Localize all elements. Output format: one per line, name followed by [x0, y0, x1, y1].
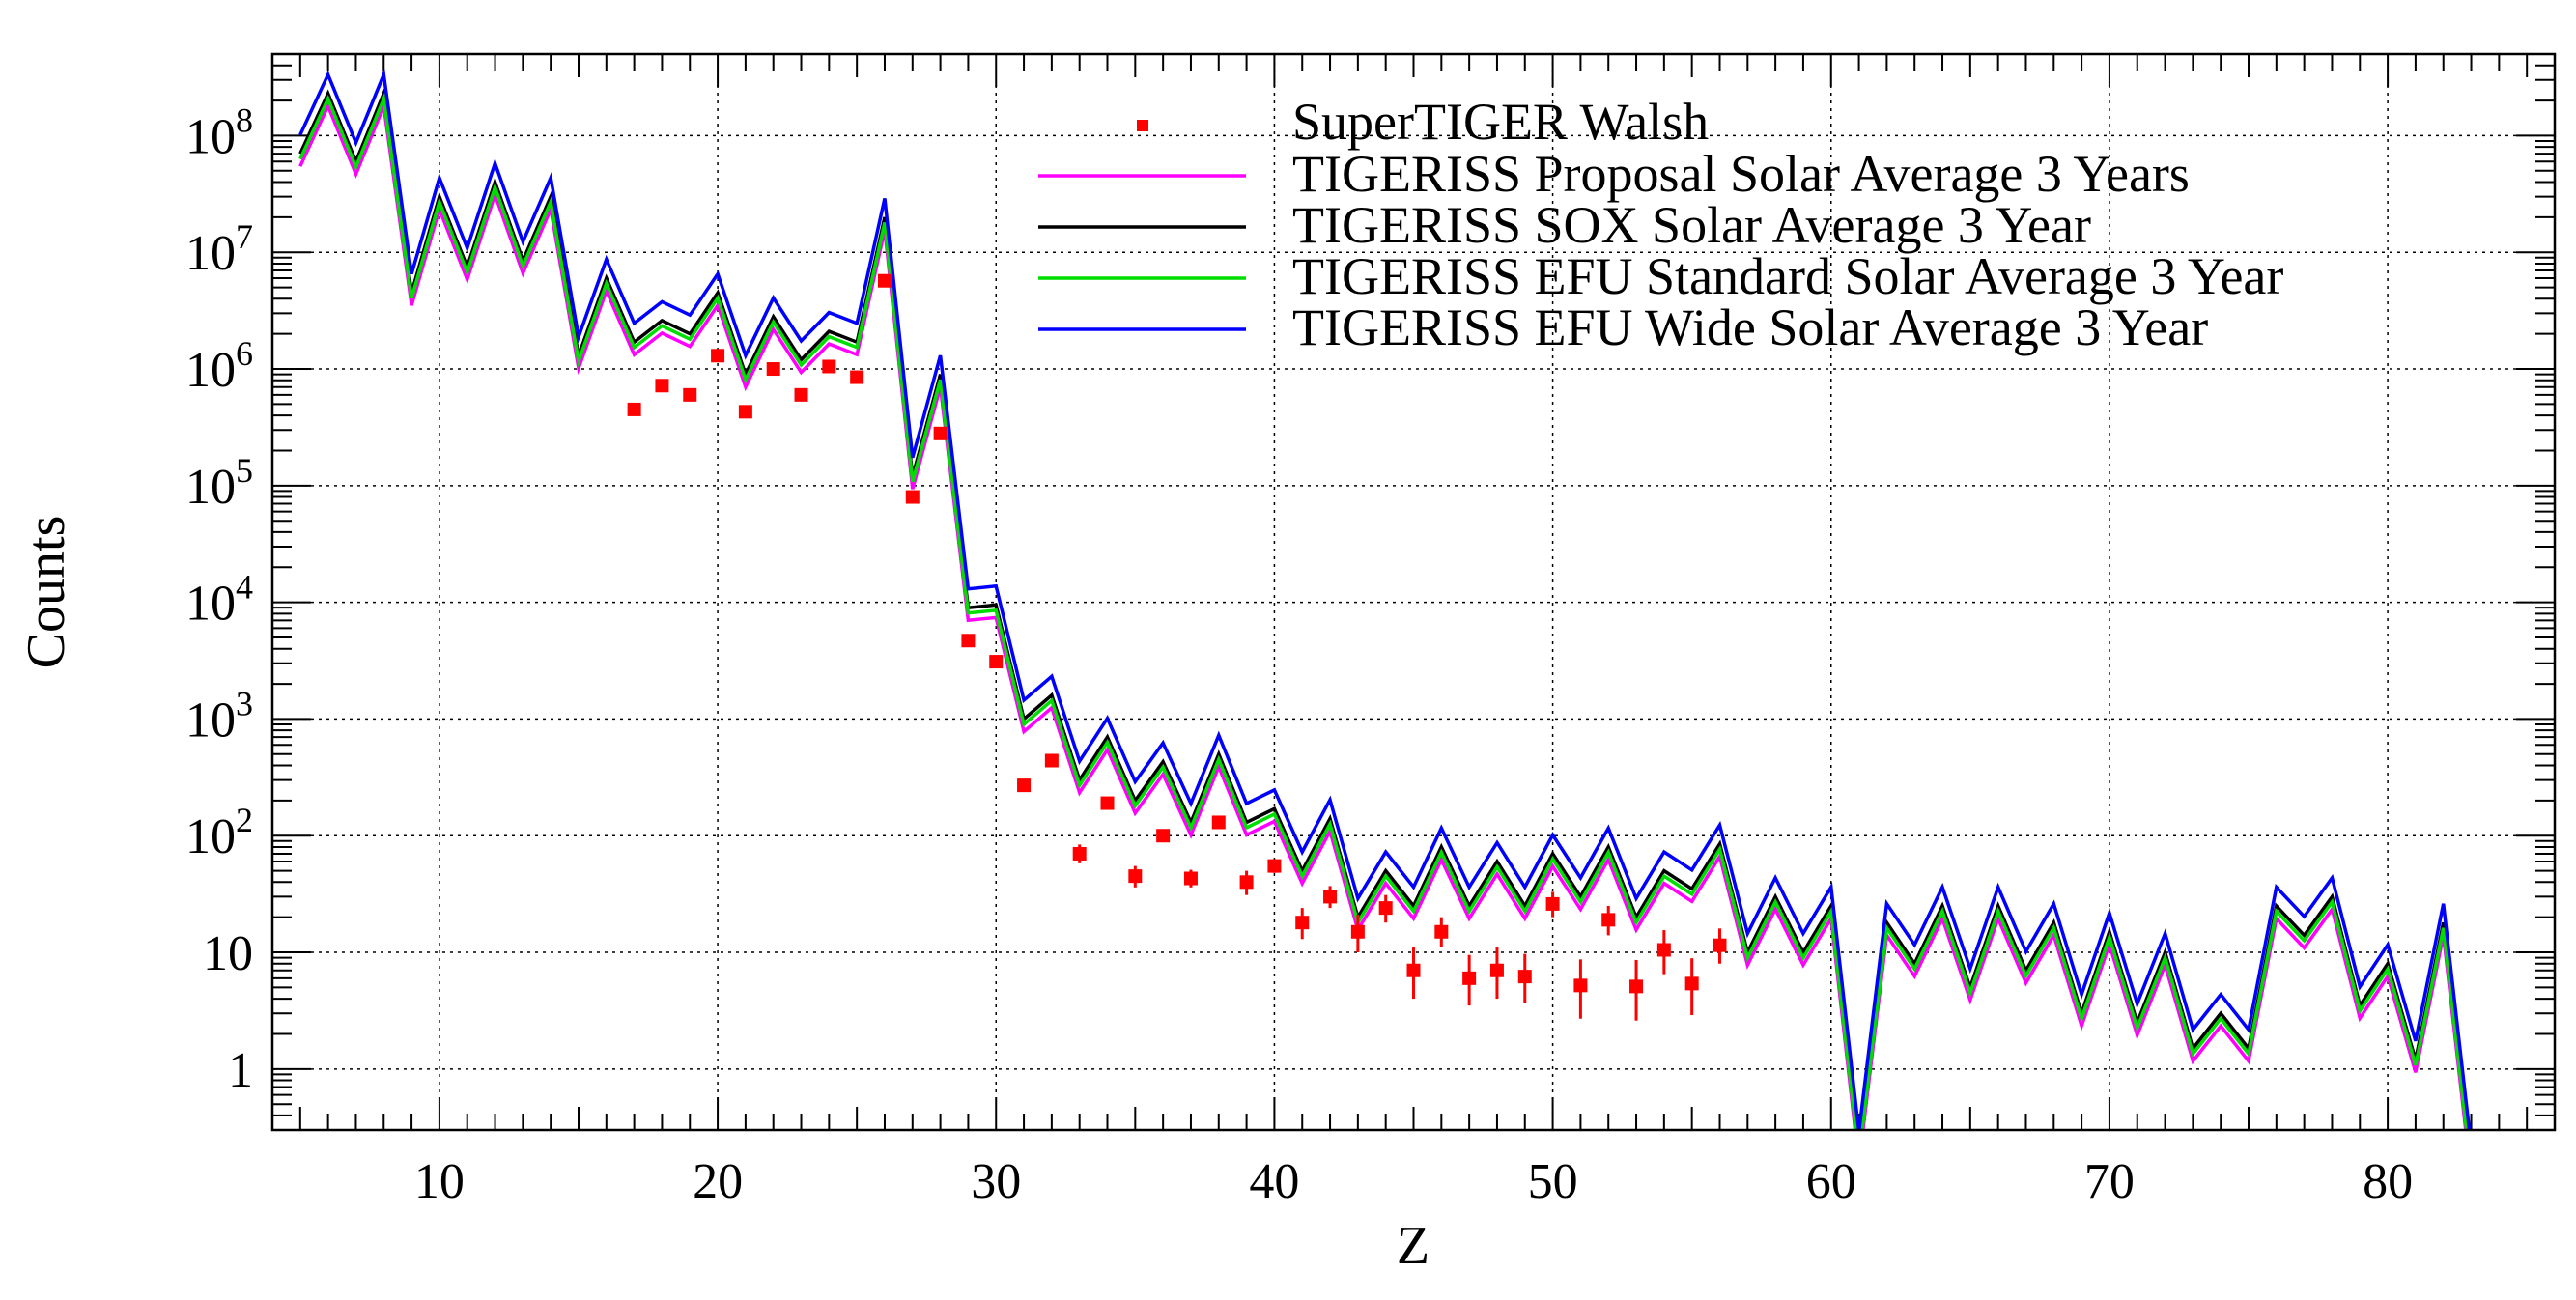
- supertiger-point: [877, 273, 892, 288]
- legend-label-supertiger: SuperTIGER Walsh: [1292, 93, 1709, 151]
- supertiger-point: [1295, 916, 1310, 930]
- supertiger-point: [1713, 938, 1727, 952]
- supertiger-point: [1267, 859, 1282, 873]
- x-tick-label: 10: [414, 1154, 465, 1209]
- y-tick-labels: 1 10 102 103 104 105 106 107 108: [185, 100, 253, 1097]
- supertiger-point: [1406, 963, 1421, 977]
- supertiger-point: [1434, 924, 1449, 939]
- x-tick-label: 20: [693, 1154, 743, 1209]
- supertiger-point: [1489, 963, 1504, 977]
- legend-label-efu-wide: TIGERISS EFU Wide Solar Average 3 Year: [1292, 298, 2208, 356]
- x-tick-label: 50: [1528, 1154, 1578, 1209]
- supertiger-point: [711, 349, 725, 363]
- supertiger-point: [1183, 871, 1198, 886]
- supertiger-point: [1211, 815, 1226, 830]
- series-line-sox: [298, 87, 2470, 1130]
- y-tick-label: 10: [203, 926, 253, 981]
- supertiger-point: [905, 490, 920, 504]
- supertiger-point: [683, 387, 697, 402]
- supertiger-point: [1378, 901, 1393, 916]
- supertiger-point: [1072, 846, 1087, 861]
- series-line-efu-standard: [298, 92, 2469, 1130]
- legend-label-sox: TIGERISS SOX Solar Average 3 Year: [1292, 196, 2091, 254]
- x-tick-labels: 10 20 30 40 50 60 70 80: [414, 1154, 2413, 1209]
- series-lines: [298, 68, 2472, 1130]
- y-tick-label: 107: [185, 217, 253, 281]
- supertiger-point: [794, 387, 808, 402]
- supertiger-point: [1156, 829, 1171, 843]
- supertiger-point: [1044, 753, 1059, 768]
- y-tick-label: 102: [185, 801, 253, 864]
- plot-frame: [270, 52, 2557, 1132]
- series-line-efu-wide: [298, 68, 2472, 1130]
- supertiger-point: [655, 379, 669, 393]
- x-axis-title: Z: [1397, 1216, 1430, 1276]
- supertiger-points: [627, 273, 1727, 1021]
- supertiger-point: [766, 362, 780, 377]
- supertiger-point: [1545, 896, 1560, 911]
- x-tick-label: 30: [971, 1154, 1021, 1209]
- x-tick-label: 40: [1249, 1154, 1299, 1209]
- supertiger-point: [627, 402, 641, 416]
- supertiger-point: [1462, 971, 1477, 985]
- supertiger-point: [1350, 924, 1365, 939]
- axis-ticks: [271, 53, 2556, 1131]
- series-line-proposal: [298, 99, 2468, 1130]
- supertiger-point: [933, 426, 948, 440]
- y-tick-label: 104: [185, 568, 253, 632]
- legend-marker-supertiger: [1137, 120, 1148, 131]
- x-tick-label: 70: [2084, 1154, 2135, 1209]
- y-tick-label: 103: [185, 684, 253, 748]
- supertiger-point: [738, 405, 752, 419]
- supertiger-point: [1517, 970, 1532, 984]
- supertiger-point: [961, 634, 976, 648]
- supertiger-point: [1323, 890, 1338, 904]
- y-tick-label: 105: [185, 451, 253, 515]
- legend-label-efu-standard: TIGERISS EFU Standard Solar Average 3 Ye…: [1292, 247, 2283, 305]
- supertiger-point: [1629, 979, 1644, 994]
- y-tick-label: 1: [228, 1043, 253, 1098]
- y-tick-label: 108: [185, 100, 253, 164]
- supertiger-point: [1100, 796, 1115, 810]
- supertiger-point: [1601, 913, 1616, 927]
- legend-label-proposal: TIGERISS Proposal Solar Average 3 Years: [1292, 145, 2190, 203]
- supertiger-point: [1239, 875, 1254, 890]
- supertiger-point: [822, 359, 836, 374]
- y-tick-label: 106: [185, 334, 253, 398]
- supertiger-point: [1017, 778, 1032, 793]
- supertiger-point: [1573, 978, 1588, 993]
- supertiger-point: [850, 370, 864, 384]
- supertiger-point: [1128, 869, 1143, 884]
- x-tick-label: 60: [1806, 1154, 1856, 1209]
- y-axis-title: Counts: [16, 516, 76, 669]
- x-tick-label: 80: [2363, 1154, 2413, 1209]
- supertiger-point: [989, 655, 1004, 669]
- legend: SuperTIGER Walsh TIGERISS Proposal Solar…: [1038, 93, 2283, 356]
- supertiger-point: [1656, 943, 1671, 957]
- supertiger-point: [1684, 976, 1699, 991]
